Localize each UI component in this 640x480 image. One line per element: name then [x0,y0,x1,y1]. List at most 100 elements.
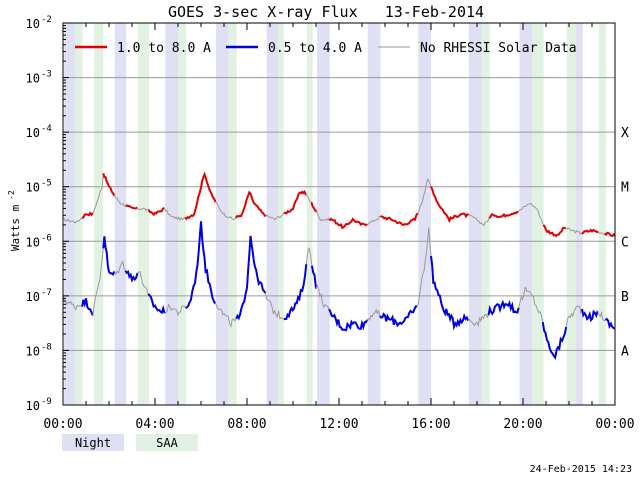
series-line-long [430,186,470,224]
series-line-short [81,298,94,316]
series-line-long-no-rhessi [598,231,606,236]
series-line-long [380,212,419,227]
y-tick-mantissa: 10 [26,17,40,31]
y-tick-label: 10 -4 [26,124,52,140]
series-line-short-no-rhessi [62,295,83,311]
series-line-long [147,206,165,217]
series-line-long [581,228,599,235]
series-line-short [147,293,166,315]
band-legend-label: SAA [156,436,178,450]
y-tick-mantissa: 10 [26,126,40,140]
saa-band [306,23,313,405]
y-tick-label: 10 -9 [26,397,52,413]
night-band [64,23,76,405]
x-tick-label: 16:00 [411,417,450,432]
band-legend-swatch [136,434,198,451]
y-tick-mantissa: 10 [26,181,40,195]
series-line-short [581,308,599,323]
series-line-long-no-rhessi [517,202,544,226]
y-tick-label: 10 -5 [26,179,52,195]
x-tick-label: 20:00 [503,417,542,432]
y-axis-title-exponent: -2 [7,190,16,200]
series-line-short-no-rhessi [315,284,330,310]
y-axis-title-group: Watts m -2 [7,190,22,251]
series-line-long [102,173,116,197]
series-line-short-no-rhessi [264,292,285,320]
series-line-long-no-rhessi [163,207,186,222]
saa-band [137,23,150,405]
saa-band [566,23,576,405]
y-tick-exponent: -5 [41,179,52,189]
background-bands [64,23,606,405]
legend-label: 0.5 to 4.0 A [268,41,362,56]
series-line-long-no-rhessi [417,178,432,214]
series-line-long-no-rhessi [305,194,312,203]
night-band [266,23,280,405]
band-legend-entry: Night [62,434,124,451]
saa-band [532,23,544,405]
night-band [519,23,533,405]
series-line-short-no-rhessi [114,259,126,275]
series-line-long-no-rhessi [92,173,104,214]
class-label: C [621,235,629,250]
y-tick-exponent: -9 [41,397,52,407]
series-line-short [310,265,317,289]
series-line-short-no-rhessi [565,305,583,328]
series-line-short-no-rhessi [92,248,104,316]
legend: 1.0 to 8.0 A 0.5 to 4.0 A No RHESSI Solar … [75,41,577,56]
series-line-short [328,308,368,332]
x-tick-label: 04:00 [135,417,174,432]
legend-label: 1.0 to 8.0 A [117,41,211,56]
series-line-short [379,305,418,328]
series-line-short [487,299,520,316]
y-tick-label: 10 -6 [26,233,52,249]
series-layer [62,171,616,360]
series-line-long-no-rhessi [62,217,83,224]
night-band [367,23,381,405]
flare-class-labels: X M C B A [621,126,629,359]
y-tick-mantissa: 10 [26,235,40,249]
series-line-short-no-rhessi [214,303,237,328]
series-line-short-no-rhessi [597,310,606,322]
class-label: X [621,126,629,141]
y-tick-label: 10 -8 [26,342,52,358]
saa-band [228,23,237,405]
legend-entry: 0.5 to 4.0 A [226,41,362,56]
y-axis-tick-labels: 10-210-310-410-510-610-710-810-9 [26,15,52,413]
y-axis-title-text: Watts m [9,204,22,251]
series-line-long-no-rhessi [215,201,237,221]
y-tick-mantissa: 10 [26,72,40,86]
x-axis-tick-labels: 00:00 04:00 08:00 12:00 16:00 20:00 00:00 [43,417,634,432]
saa-band [598,23,606,405]
night-band [468,23,482,405]
series-line-long [283,189,307,215]
y-tick-exponent: -3 [41,70,52,80]
series-line-long [488,210,519,219]
legend-entry: 1.0 to 8.0 A [75,41,211,56]
night-band [114,23,127,405]
series-line-short [102,236,116,277]
series-line-long-no-rhessi [565,227,582,235]
saa-band [481,23,490,405]
night-band [418,23,431,405]
series-line-long-no-rhessi [136,206,149,212]
y-axis-title: Watts m -2 [7,190,22,251]
night-band [215,23,229,405]
x-tick-label: 12:00 [319,417,358,432]
series-line-long-no-rhessi [114,195,126,207]
series-line-short-no-rhessi [137,271,149,295]
series-line-long-no-rhessi [367,216,381,225]
series-line-long-no-rhessi [468,214,490,227]
y-tick-exponent: -2 [41,15,52,25]
series-line-short-no-rhessi [518,286,544,323]
y-tick-exponent: -8 [41,342,52,352]
series-line-short [185,221,216,309]
saa-band [278,23,284,405]
series-line-long [542,224,567,238]
x-tick-label: 00:00 [43,417,82,432]
series-line-long [234,190,267,219]
night-band [165,23,178,405]
saa-band [75,23,83,405]
y-tick-exponent: -7 [41,288,52,298]
x-tick-label: 00:00 [595,417,634,432]
